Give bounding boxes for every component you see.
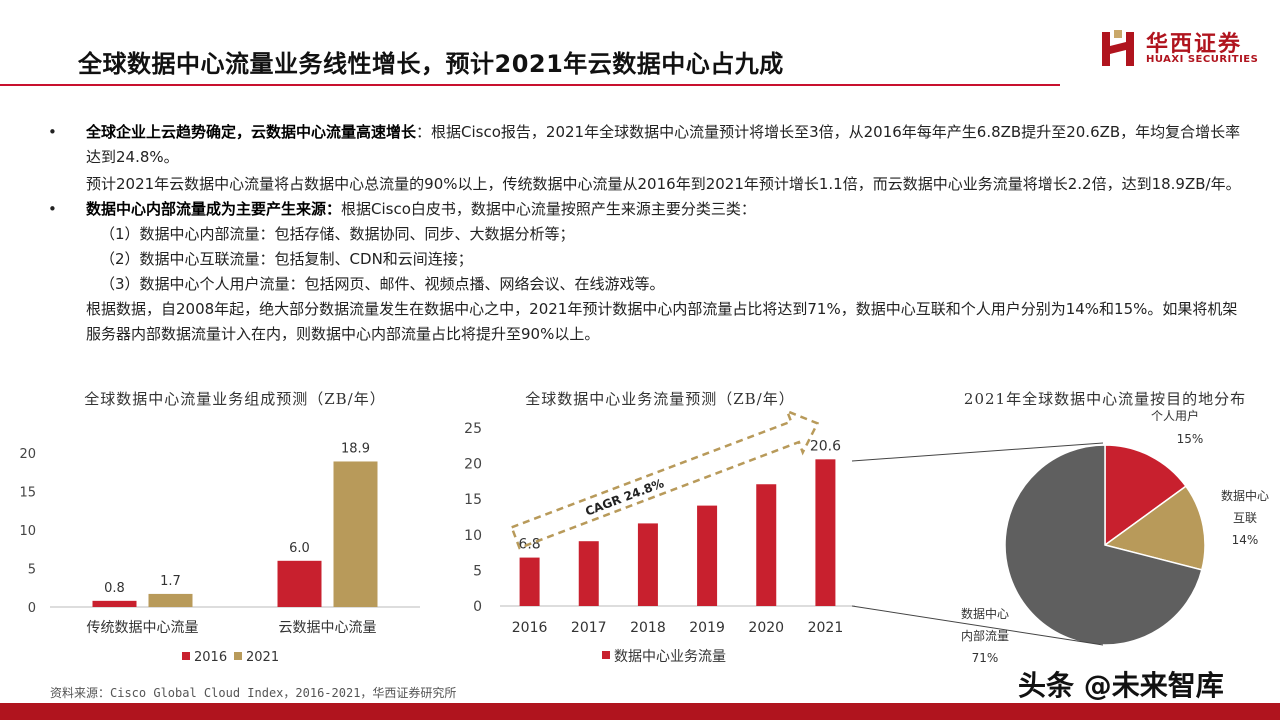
logo-text-en: HUAXI SECURITIES [1146, 54, 1259, 65]
chart1-bar [277, 560, 322, 607]
sub-item-1: （1）数据中心内部流量：包括存储、数据协同、同步、大数据分析等； [100, 225, 575, 243]
chart3-slice-label: 内部流量 [961, 628, 1009, 643]
bullet-paragraph-1b: 预计2021年云数据中心流量将占数据中心总流量的90%以上，传统数据中心流量从2… [48, 172, 1248, 197]
chart2-y-tick-label: 15 [464, 492, 482, 508]
chart2-legend-swatch [602, 651, 610, 659]
sub-item-3: （3）数据中心个人用户流量：包括网页、邮件、视频点播、网络会议、在线游戏等。 [100, 275, 665, 293]
chart2-bar [637, 523, 658, 606]
chart1-category-label: 云数据中心流量 [279, 620, 377, 636]
chart3-pie-slice [1104, 444, 1187, 547]
chart2-category-label: 2021 [808, 620, 844, 636]
chart3-title: 2021年全球数据中心流量按目的地分布 [963, 390, 1247, 408]
chart1-legend-label: 2016 [194, 650, 227, 665]
bullet-2-text: 根据Cisco白皮书，数据中心流量按照产生来源主要分类三类： [341, 200, 756, 218]
chart2-legend-label: 数据中心业务流量 [614, 649, 726, 665]
chart2-cagr-arrow-outline [510, 409, 820, 550]
chart1-bar [333, 461, 378, 607]
chart2-y-tick-label: 5 [473, 563, 482, 579]
chart2-category-label: 2020 [748, 620, 784, 636]
chart3-pie-slice [1103, 485, 1206, 571]
chart1-y-tick-label: 15 [19, 486, 36, 501]
bullet-3-text: 根据数据，自2008年起，绝大部分数据流量发生在数据中心之中，2021年预计数据… [86, 300, 1238, 343]
chart2-category-label: 2018 [630, 620, 666, 636]
chart2-bar [756, 484, 777, 606]
chart3-slice-label: 数据中心 [1221, 488, 1269, 503]
chart2-y-tick-label: 0 [473, 599, 482, 615]
chart1-y-tick-label: 20 [19, 447, 36, 462]
bullet-dot: • [48, 200, 57, 218]
bullet-paragraph-2: • 数据中心内部流量成为主要产生来源：根据Cisco白皮书，数据中心流量按照产生… [48, 197, 1248, 222]
source-note: 资料来源：Cisco Global Cloud Index，2016-2021，… [50, 686, 457, 700]
chart2-category-label: 2019 [689, 620, 725, 636]
page-title: 全球数据中心流量业务线性增长，预计2021年云数据中心占九成 [78, 50, 784, 78]
chart1-title: 全球数据中心流量业务组成预测（ZB/年） [84, 390, 386, 408]
chart1-bar [148, 593, 193, 607]
bullet-1b-text: 预计2021年云数据中心流量将占数据中心总流量的90%以上，传统数据中心流量从2… [86, 175, 1241, 193]
bullet-text-block: • 全球企业上云趋势确定，云数据中心流量高速增长：根据Cisco报告，2021年… [48, 120, 1248, 347]
chart2-title: 全球数据中心业务流量预测（ZB/年） [525, 390, 795, 408]
chart1-legend-label: 2021 [246, 650, 279, 665]
logo-text-cn: 华西证券 [1146, 32, 1243, 57]
sub-item-2: （2）数据中心互联流量：包括复制、CDN和云间连接； [100, 250, 473, 268]
chart1-data-label: 0.8 [104, 581, 125, 596]
bullet-paragraph-3: 根据数据，自2008年起，绝大部分数据流量发生在数据中心之中，2021年预计数据… [48, 297, 1248, 347]
chart2-category-label: 2016 [512, 620, 548, 636]
chart1-legend-swatch [234, 652, 242, 660]
watermark-text: 头条 @未来智库 [1018, 669, 1224, 702]
chart1-y-tick-label: 10 [19, 524, 36, 539]
chart3-slice-label: 数据中心 [961, 606, 1009, 621]
chart2-bar [815, 459, 836, 606]
chart2-data-label: 20.6 [810, 438, 841, 454]
chart2-y-tick-label: 20 [464, 457, 482, 473]
chart2-bar [578, 541, 599, 606]
chart2-bar [519, 557, 540, 606]
company-logo: 华西证券 HUAXI SECURITIES [1100, 26, 1260, 70]
chart1-data-label: 6.0 [289, 541, 310, 556]
chart2-cagr-arrow: CAGR 24.8% [510, 409, 820, 550]
chart1-bar [92, 600, 137, 607]
chart3-slice-value: 71% [972, 651, 999, 665]
chart1-y-tick-label: 0 [28, 601, 36, 616]
bullet-2-heading: 数据中心内部流量成为主要产生来源： [86, 200, 342, 218]
bullet-1-text: ：根据Cisco报告，2021年全球数据中心流量预计将增长至3倍，从2016年每… [86, 123, 1241, 166]
chart2-y-tick-label: 25 [464, 421, 482, 437]
bullet-dot: • [48, 123, 57, 141]
chart1-y-tick-label: 5 [28, 563, 36, 578]
footer-bar [0, 703, 1280, 720]
chart1-data-label: 18.9 [341, 441, 370, 456]
chart1-composition-bar-chart: 0 5 10 15 20 0.8 1.7 传统数据中心流量 6.0 18.9 云数据中心流量 2016… [19, 441, 420, 665]
chart3-slice-value: 15% [1177, 432, 1204, 446]
chart1-category-label: 传统数据中心流量 [87, 620, 199, 636]
bullet-1-heading: 全球企业上云趋势确定，云数据中心流量高速增长 [86, 123, 417, 141]
chart3-slice-label: 个人用户 [1151, 408, 1199, 423]
header-bar [0, 38, 1060, 86]
chart2-bar [697, 505, 718, 606]
chart1-data-label: 1.7 [160, 574, 181, 589]
chart3-slice-label: 互联 [1233, 511, 1257, 525]
chart1-legend-swatch [182, 652, 190, 660]
chart2-y-tick-label: 10 [464, 528, 482, 544]
bullet-paragraph-1: • 全球企业上云趋势确定，云数据中心流量高速增长：根据Cisco报告，2021年… [48, 120, 1248, 170]
huaxi-logo-icon [1102, 30, 1134, 66]
chart2-category-label: 2017 [571, 620, 607, 636]
chart3-slice-value: 14% [1232, 533, 1259, 547]
